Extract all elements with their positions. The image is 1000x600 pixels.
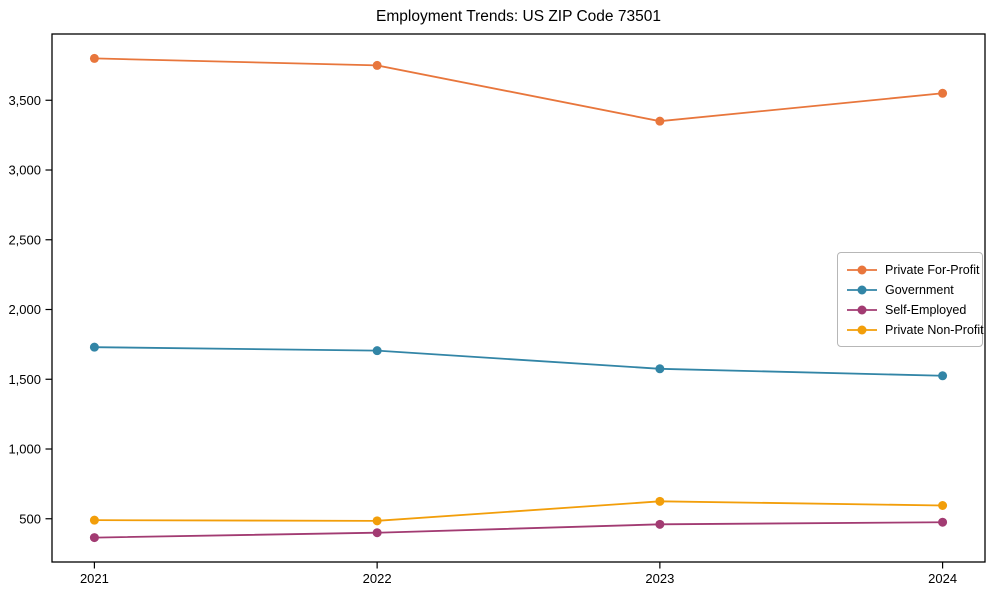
plot-border <box>51 33 986 563</box>
legend-marker-icon <box>847 285 877 295</box>
series-point-private-non-profit <box>372 516 382 526</box>
chart-title: Employment Trends: US ZIP Code 73501 <box>376 8 661 25</box>
y-tick-label: 1,000 <box>8 442 41 457</box>
legend-label: Private Non-Profit <box>885 323 984 337</box>
y-tick-label: 500 <box>19 511 41 526</box>
series-point-government <box>372 346 382 356</box>
series-point-government <box>655 364 665 374</box>
series-point-private-non-profit <box>89 515 99 525</box>
legend-marker-icon <box>847 305 877 315</box>
series-point-private-for-profit <box>89 53 99 63</box>
series-line-self-employed <box>94 521 943 539</box>
x-tick-label: 2024 <box>928 571 957 586</box>
series-point-private-for-profit <box>938 88 948 98</box>
x-tick-label: 2021 <box>80 571 109 586</box>
series-point-self-employed <box>938 517 948 527</box>
legend-marker-icon <box>847 325 877 335</box>
legend-label: Self-Employed <box>885 303 967 317</box>
legend-marker-icon <box>847 265 877 275</box>
legend-label: Government <box>885 283 954 297</box>
series-point-government <box>938 371 948 381</box>
series-line-private-for-profit <box>94 57 943 123</box>
series-point-self-employed <box>372 528 382 538</box>
series-point-private-non-profit <box>655 496 665 506</box>
x-tick-label: 2023 <box>645 571 674 586</box>
y-tick-label: 2,500 <box>8 232 41 247</box>
series-point-private-non-profit <box>938 501 948 511</box>
x-tick-label: 2022 <box>363 571 392 586</box>
y-tick-label: 3,500 <box>8 93 41 108</box>
y-tick-label: 1,500 <box>8 372 41 387</box>
series-point-self-employed <box>89 533 99 543</box>
series-line-private-non-profit <box>94 500 943 522</box>
series-point-private-for-profit <box>655 116 665 126</box>
series-point-private-for-profit <box>372 60 382 70</box>
series-point-self-employed <box>655 519 665 529</box>
legend-item-self-employed: Self-Employed <box>846 300 974 320</box>
legend: Private For-Profit Government Self-Employe… <box>837 252 984 347</box>
y-tick-label: 2,000 <box>8 302 41 317</box>
y-tick-label: 3,000 <box>8 163 41 178</box>
legend-item-private-for-profit: Private For-Profit <box>846 260 979 280</box>
legend-item-government: Government <box>846 280 974 300</box>
series-line-government <box>94 346 943 377</box>
series-point-government <box>89 342 99 352</box>
legend-item-private-non-profit: Private Non-Profit <box>846 320 984 340</box>
legend-label: Private For-Profit <box>885 263 980 277</box>
